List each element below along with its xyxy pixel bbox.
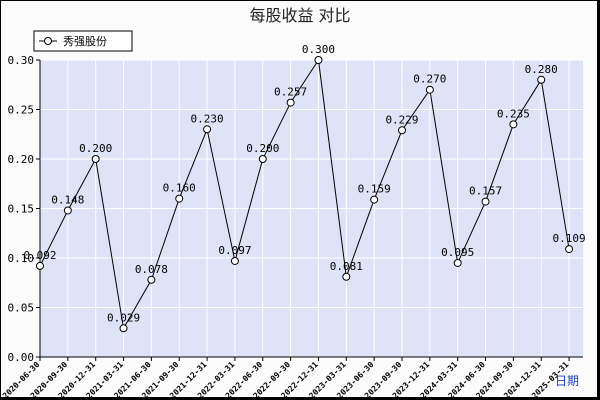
data-point — [481, 197, 490, 206]
data-point — [565, 245, 574, 254]
data-point — [398, 126, 406, 135]
data-point — [91, 155, 100, 163]
data-label: 0.095 — [441, 246, 474, 259]
data-point — [370, 195, 379, 204]
data-label: 0.230 — [191, 112, 224, 125]
data-point — [342, 272, 351, 281]
data-label: 0.029 — [107, 311, 140, 324]
data-point — [509, 120, 518, 129]
y-axis-ticks: 0.00 0.05 0.10 0.15 0.20 0.25 0.30 — [8, 54, 40, 364]
y-tick-label: 0.25 — [8, 104, 35, 117]
data-label: 0.157 — [469, 185, 502, 198]
y-tick-label: 0.15 — [8, 203, 35, 216]
data-point — [63, 206, 72, 215]
legend: 秀强股份 — [33, 30, 133, 52]
y-tick-label: 0.00 — [8, 351, 35, 364]
y-tick-label: 0.30 — [8, 54, 35, 67]
data-point — [36, 261, 44, 270]
data-label: 0.235 — [497, 107, 530, 120]
data-label: 0.300 — [302, 43, 335, 56]
data-point — [119, 324, 128, 333]
data-point — [537, 75, 546, 84]
data-point — [286, 98, 295, 107]
data-label: 0.097 — [218, 244, 251, 257]
data-label: 0.109 — [553, 232, 586, 245]
data-label: 0.081 — [330, 260, 363, 273]
y-tick-label: 0.20 — [8, 153, 35, 166]
x-axis-ticks: 2020-06-302020-09-302020-12-312021-03-31… — [1, 357, 571, 400]
data-label: 0.200 — [79, 142, 112, 155]
data-point — [147, 275, 156, 284]
data-point — [230, 256, 239, 265]
chart-title: 每股收益 对比 — [249, 6, 350, 25]
data-label: 0.257 — [274, 86, 307, 99]
y-tick-label: 0.05 — [8, 302, 35, 315]
x-axis-unit-label: 日期 — [555, 374, 579, 388]
data-label: 0.200 — [246, 142, 279, 155]
legend-box — [33, 30, 133, 52]
data-label: 0.092 — [23, 249, 56, 262]
data-label: 0.160 — [163, 182, 196, 195]
data-point — [203, 125, 212, 134]
data-label: 0.148 — [51, 193, 84, 206]
legend-label: 秀强股份 — [63, 35, 107, 48]
legend-marker — [44, 37, 52, 45]
data-point — [453, 258, 462, 267]
series-line — [39, 58, 570, 330]
y-tick-label: 0.10 — [8, 252, 35, 265]
data-point — [314, 56, 323, 64]
data-label: 0.280 — [525, 63, 558, 76]
data-label: 0.270 — [413, 73, 446, 86]
data-point — [425, 85, 434, 94]
data-label: 0.229 — [385, 113, 418, 126]
data-label: 0.159 — [358, 183, 391, 196]
data-labels: 0.092 0.148 0.200 0.029 0.078 0.160 0.230 0.097… — [23, 43, 585, 324]
data-points — [36, 56, 574, 333]
data-point — [175, 194, 184, 203]
data-label: 0.078 — [135, 263, 168, 276]
data-point — [258, 155, 267, 163]
